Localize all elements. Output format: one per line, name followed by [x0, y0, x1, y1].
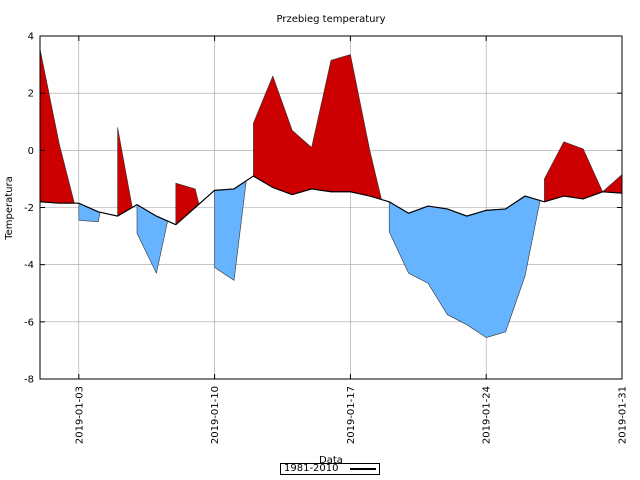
area-above-normal: [117, 127, 133, 217]
y-tick-label: 0: [28, 146, 34, 157]
x-tick-label: 2019-01-03: [74, 386, 85, 444]
series-line-layer: [39, 175, 623, 226]
area-above-normal: [39, 48, 75, 204]
area-above-normal: [602, 174, 623, 194]
area-above-normal: [253, 54, 382, 200]
x-tick-label: 2019-01-24: [482, 386, 493, 444]
x-tick-label: 2019-01-10: [210, 386, 221, 444]
x-tick-label: 2019-01-31: [618, 386, 629, 444]
tick-layer: 4 2 0 -2 -4 -6 -8 2019-01-03 2019-01-10 2019-01-1…: [24, 32, 628, 445]
y-tick-label: -6: [24, 317, 34, 328]
y-tick-label: 2: [28, 89, 34, 100]
legend-entry-label: 1981-2010: [284, 463, 339, 474]
chart-title: Przebieg temperatury: [276, 14, 385, 25]
area-below-normal: [136, 204, 168, 274]
x-axis-label: Data: [319, 455, 343, 466]
area-below-normal: [214, 180, 247, 281]
x-tick-label: 2019-01-17: [346, 386, 357, 444]
area-above-normal: [175, 182, 200, 225]
legend: 1981-2010: [280, 463, 380, 475]
area-fill-layer: [39, 48, 623, 338]
y-axis-label: Temperatura: [4, 176, 15, 241]
area-below-normal: [78, 202, 101, 223]
series-line-1981-2010: [39, 175, 623, 226]
area-above-normal: [544, 141, 603, 203]
legend-line-swatch: [350, 468, 376, 470]
y-tick-label: 4: [28, 32, 34, 43]
area-below-normal: [388, 195, 541, 338]
y-tick-label: -8: [24, 375, 34, 386]
y-tick-label: -2: [24, 203, 34, 214]
y-tick-label: -4: [24, 260, 34, 271]
